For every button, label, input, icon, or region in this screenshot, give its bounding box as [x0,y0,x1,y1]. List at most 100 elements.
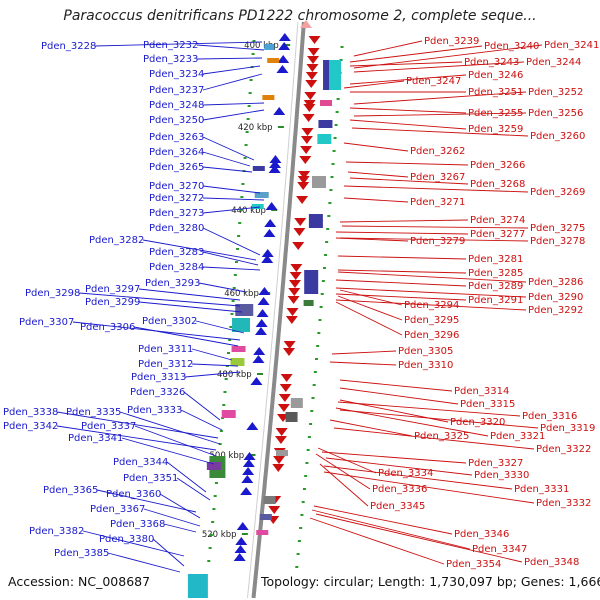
gene-label-pden-3264: Pden_3264 [149,147,204,158]
reverse-gene-arrow [299,156,312,164]
forward-gene-arrow [252,355,265,363]
reverse-gene-arrow [293,228,306,236]
scale-dot [335,111,339,113]
scale-dot [208,547,212,549]
forward-gene-arrow [257,297,270,305]
gene-label-pden-3289: Pden_3289 [468,281,523,292]
scale-dot [249,79,253,81]
gene-leader-pden-3283 [202,251,259,266]
feature-block [327,60,342,90]
gene-label-pden-3299: Pden_3299 [85,297,140,308]
gene-label-pden-3290: Pden_3290 [528,292,583,303]
gene-leader-pden-3336 [315,453,371,490]
forward-gene-arrow [253,347,266,355]
gene-leader-pden-3327 [321,451,467,464]
gene-leader-pden-3269 [343,185,529,193]
gene-label-pden-3335: Pden_3335 [66,407,121,418]
scale-dot [295,566,299,568]
gene-leader-pden-3250 [202,109,265,121]
gene-label-pden-3228: Pden_3228 [41,41,96,52]
gene-leader-pden-3233 [196,57,263,60]
gene-label-pden-3313: Pden_3313 [131,372,186,383]
gene-label-pden-3315: Pden_3315 [460,399,515,410]
scale-dot [306,449,310,451]
reverse-gene-arrow [302,114,315,122]
gene-label-pden-3311: Pden_3311 [138,344,193,355]
gene-leader-pden-3279 [335,237,409,242]
forward-gene-arrow [250,377,263,385]
gene-label-pden-3237: Pden_3237 [149,85,204,96]
gene-label-pden-3351: Pden_3351 [123,473,178,484]
gene-label-pden-3332: Pden_3332 [536,498,591,509]
gene-leader-pden-3241 [353,44,543,69]
reverse-gene-arrow [272,464,285,472]
tick-label-400-kbp: 400 kbp [244,41,279,51]
gene-leader-pden-3267 [347,171,409,178]
accession-label: Accession: NC_008687 [8,574,151,589]
scale-dot [296,553,300,555]
scale-dot [334,124,338,126]
gene-label-pden-3252: Pden_3252 [528,87,583,98]
gene-label-pden-3342: Pden_3342 [3,421,58,432]
gene-leader-pden-3354 [309,517,445,565]
gene-leader-pden-3296 [335,301,403,336]
gene-leader-pden-3281 [337,255,467,260]
scale-dot [324,254,328,256]
gene-label-pden-3256: Pden_3256 [528,108,583,119]
map-title: Paracoccus denitrificans PD1222 chromoso… [63,8,537,24]
gene-leader-pden-3289 [335,279,467,287]
gene-leader-pden-3331 [323,465,513,490]
forward-gene-arrow [235,537,248,545]
gene-leader-pden-3334 [317,447,377,474]
gene-label-pden-3305: Pden_3305 [398,346,453,357]
gene-label-pden-3267: Pden_3267 [410,172,465,183]
gene-leader-pden-3268 [349,177,469,185]
gene-label-pden-3272: Pden_3272 [149,193,204,204]
reverse-gene-arrow [275,428,288,436]
reverse-gene-arrow [300,136,313,144]
gene-label-pden-3265: Pden_3265 [149,162,204,173]
gene-leader-pden-3321 [335,407,489,437]
gene-leader-pden-3260 [351,127,529,137]
forward-gene-arrow [261,255,274,263]
gene-leader-pden-3333 [180,409,223,431]
reverse-gene-arrow [303,104,316,112]
gene-leader-pden-3232 [196,44,265,51]
reverse-gene-arrow [298,171,311,179]
scale-dot [214,482,218,484]
feature-block [308,214,323,228]
gene-label-pden-3334: Pden_3334 [378,468,433,479]
tick-label-460-kbp: 460 kbp [224,289,259,299]
reverse-gene-arrow [297,176,310,184]
gene-label-pden-3241: Pden_3241 [544,40,599,51]
gene-leader-pden-3347 [311,509,471,550]
gene-label-pden-3278: Pden_3278 [530,236,585,247]
forward-gene-arrow [234,545,247,553]
gene-label-pden-3250: Pden_3250 [149,115,204,126]
gene-leader-pden-3330 [325,457,473,476]
feature-block [264,44,275,50]
feature-block [275,450,288,456]
origin-marker [300,20,312,28]
gene-leader-pden-3291 [335,293,467,301]
gene-label-pden-3320: Pden_3320 [450,417,505,428]
gene-label-pden-3274: Pden_3274 [470,215,525,226]
scale-dot [251,53,255,55]
feature-block [323,60,330,90]
gene-leader-pden-3310 [329,361,397,366]
scale-dot [211,521,215,523]
gene-label-pden-3316: Pden_3316 [522,411,577,422]
gene-label-pden-3314: Pden_3314 [454,386,509,397]
gene-label-pden-3233: Pden_3233 [143,54,198,65]
gene-label-pden-3331: Pden_3331 [514,484,569,495]
gene-leader-pden-3335 [119,411,221,445]
gene-label-pden-3251: Pden_3251 [468,87,523,98]
scale-dot [243,157,247,159]
gene-leader-pden-3338 [56,411,219,439]
gene-leader-pden-3248 [202,102,265,106]
scale-dot [329,189,333,191]
gene-leader-pden-3259 [349,119,467,130]
gene-leader-pden-3351 [176,477,211,501]
gene-label-pden-3348: Pden_3348 [524,557,579,568]
gene-label-pden-3259: Pden_3259 [468,124,523,135]
